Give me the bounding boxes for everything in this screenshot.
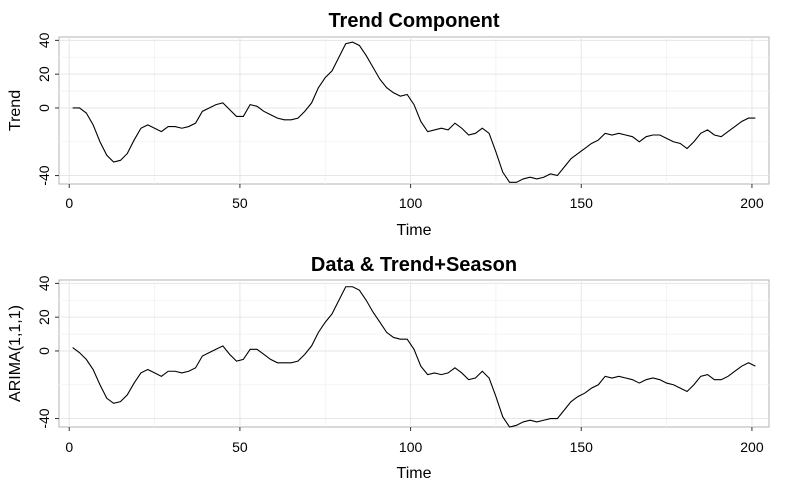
y-tick-label: 20	[36, 66, 52, 82]
series-line	[72, 286, 756, 428]
plot-panel	[58, 36, 770, 185]
series-line	[72, 41, 756, 183]
y-axis-title: Trend	[7, 90, 24, 131]
y-tick-label: -40	[36, 165, 52, 185]
y-tick-label: 20	[36, 309, 52, 325]
x-axis-title: Time	[397, 222, 432, 239]
x-tick-label: 0	[65, 439, 73, 455]
x-tick-label: 50	[232, 195, 248, 211]
chart-title: Data & Trend+Season	[311, 254, 517, 276]
y-tick-label: 0	[36, 104, 52, 112]
y-tick-label: 0	[36, 347, 52, 355]
chart-panel-2: 0 50 100 150 200 -40 0 20 40 Data & Trend+Season T…	[7, 254, 770, 482]
x-axis-title: Time	[397, 465, 432, 482]
chart-title: Trend Component	[328, 10, 499, 32]
x-tick-label: 0	[65, 195, 73, 211]
x-tick-label: 100	[399, 439, 423, 455]
x-tick-label: 150	[570, 195, 594, 211]
x-tick-label: 200	[740, 439, 764, 455]
y-tick-label: 40	[36, 32, 52, 48]
x-tick-label: 200	[740, 195, 764, 211]
chart-panel-1: 0 50 100 150 200 -40 0 20 40 Trend Component Time T…	[7, 10, 770, 239]
x-tick-label: 150	[570, 439, 594, 455]
x-tick-label: 50	[232, 439, 248, 455]
x-tick-label: 100	[399, 195, 423, 211]
y-axis-title: ARIMA(1,1,1)	[7, 305, 24, 402]
plot-panel	[58, 279, 770, 428]
y-tick-label: -40	[36, 408, 52, 428]
y-tick-label: 40	[36, 275, 52, 291]
